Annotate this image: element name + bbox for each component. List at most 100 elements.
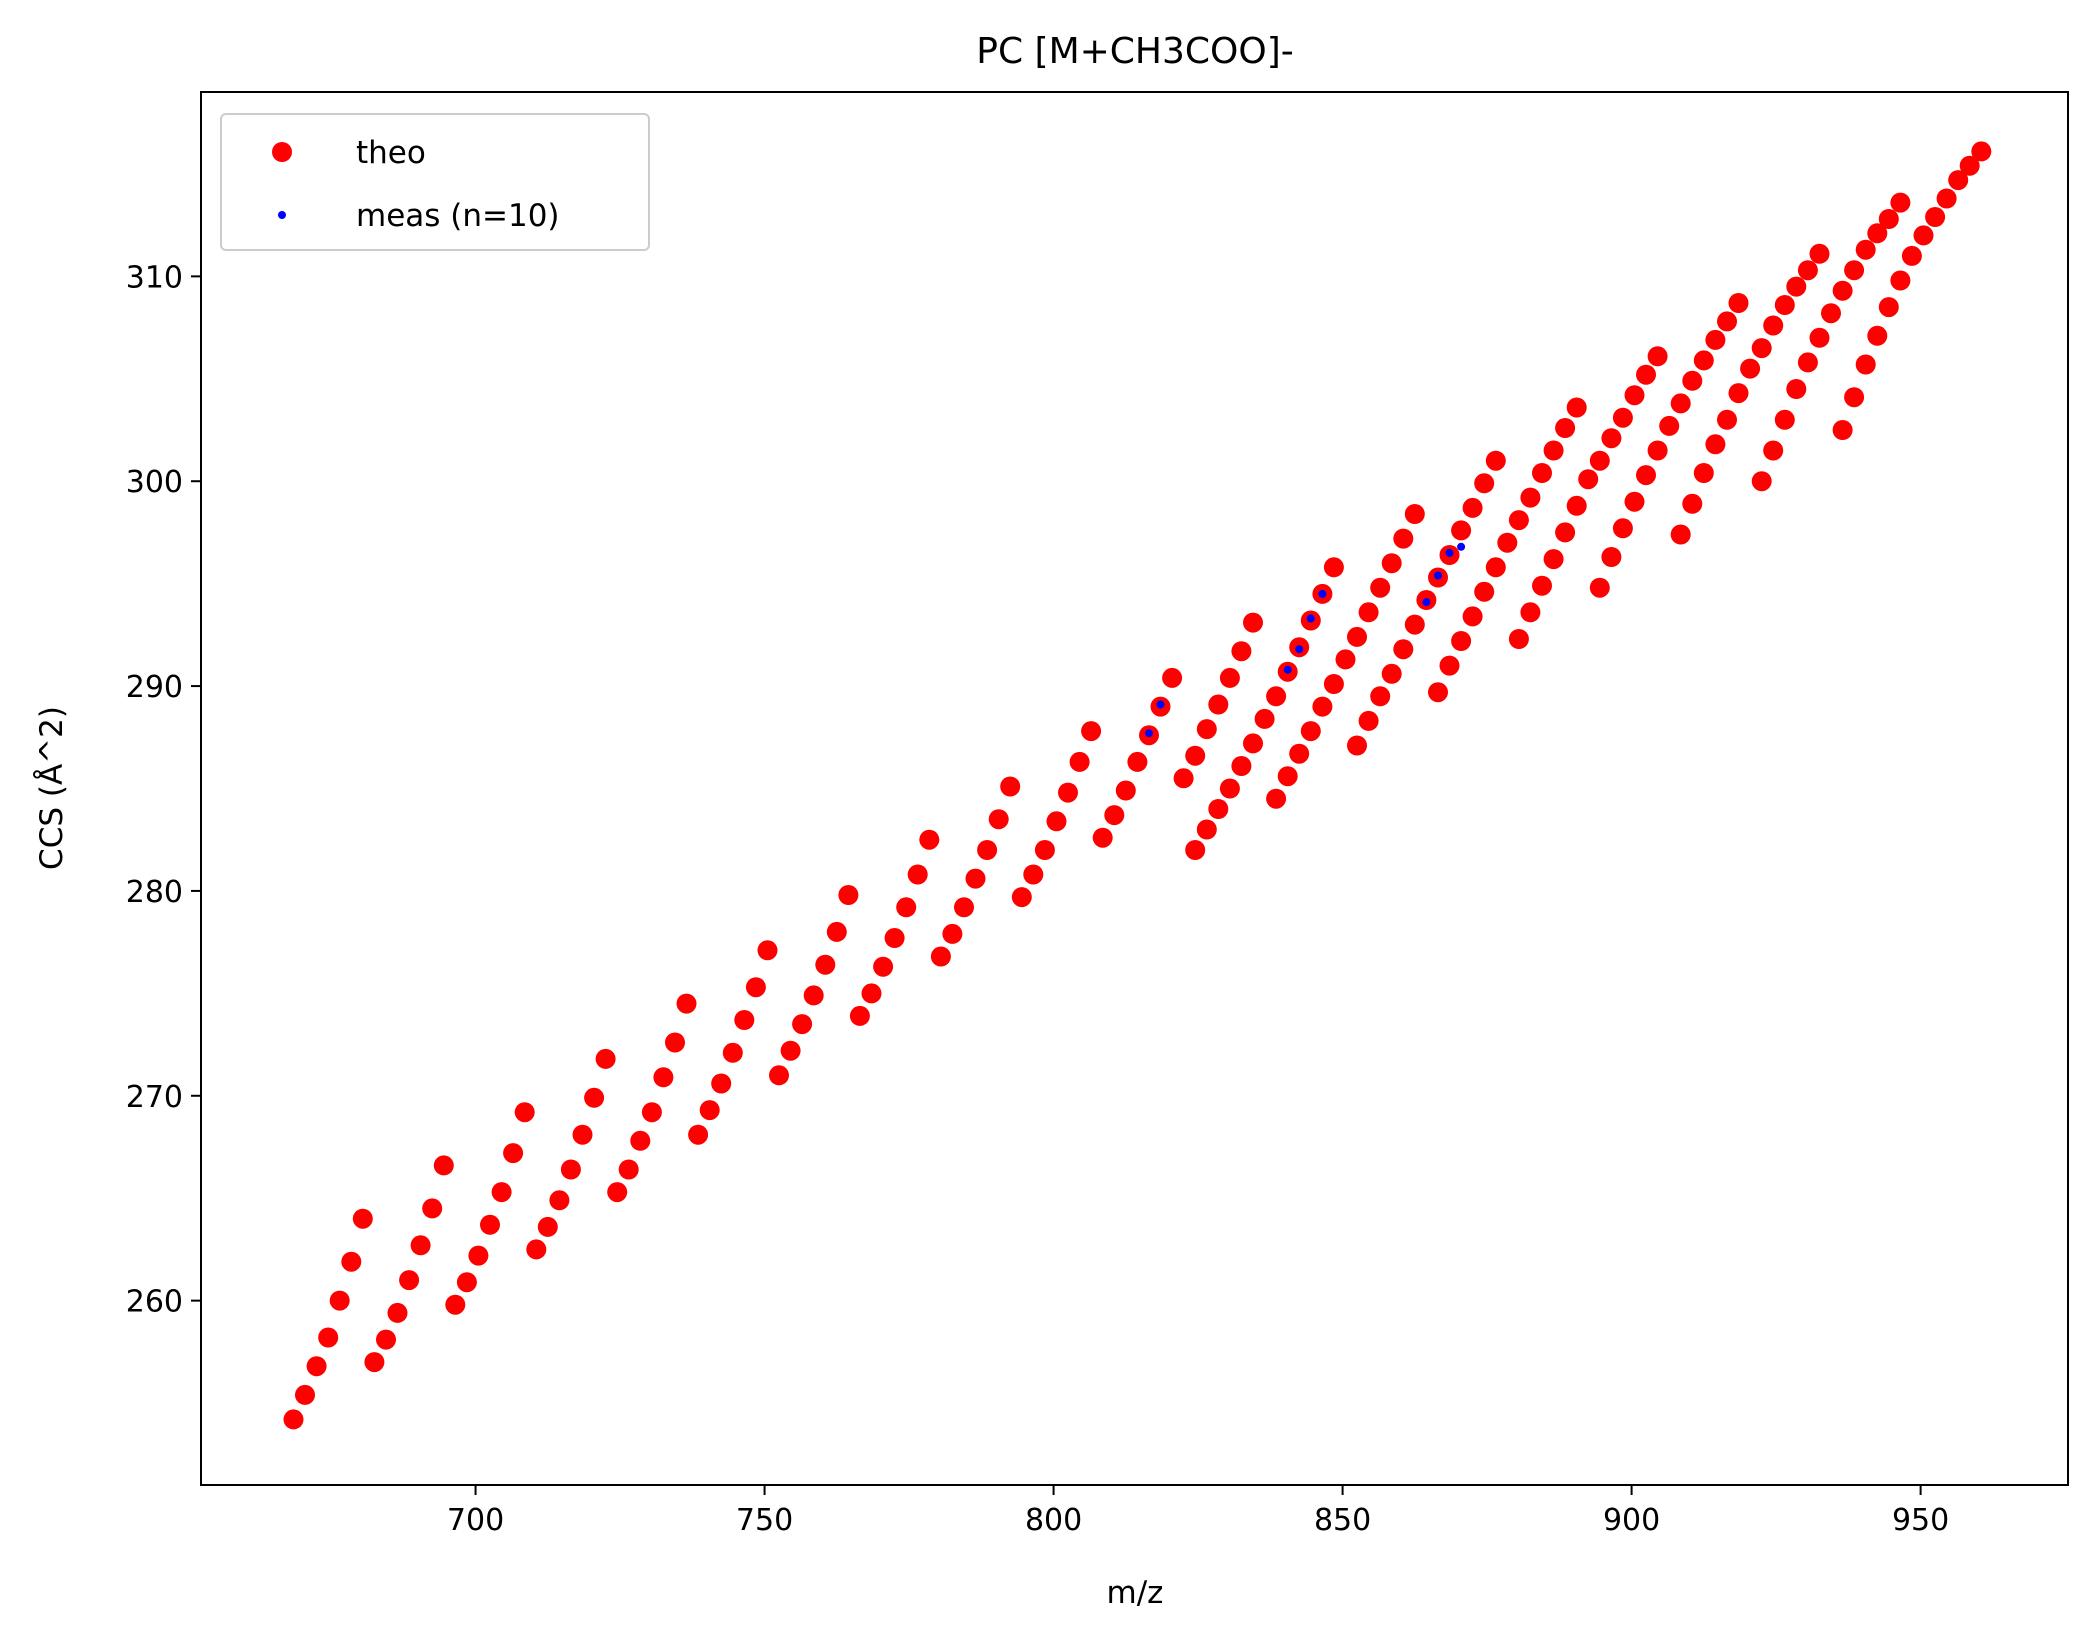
- theo-point-153: [1624, 385, 1645, 406]
- theo-point-165: [1693, 350, 1714, 371]
- theo-point-13: [433, 1155, 454, 1176]
- meas-point-8: [1445, 548, 1454, 557]
- meas-point-6: [1422, 598, 1431, 607]
- marks-layer: [283, 141, 1992, 1430]
- theo-point-45: [803, 985, 824, 1006]
- theo-point-120: [1462, 606, 1483, 627]
- theo-point-113: [1370, 577, 1391, 598]
- theo-point-2: [306, 1356, 327, 1377]
- theo-point-97: [1266, 788, 1287, 809]
- theo-point-132: [1532, 575, 1552, 596]
- theo-point-184: [1855, 354, 1876, 375]
- theo-point-156: [1670, 524, 1691, 545]
- theo-point-3: [318, 1327, 339, 1348]
- theo-point-169: [1751, 471, 1772, 492]
- theo-point-43: [780, 1040, 801, 1061]
- meas-point-3: [1295, 645, 1304, 654]
- theo-point-187: [1890, 270, 1911, 291]
- y-tick-label-280: 280: [126, 875, 183, 910]
- theo-point-148: [1647, 440, 1668, 461]
- theo-point-65: [1034, 840, 1055, 860]
- theo-point-111: [1347, 626, 1367, 647]
- theo-point-57: [942, 923, 963, 944]
- theo-point-106: [1370, 686, 1391, 707]
- x-tick-label-800: 800: [1025, 1503, 1082, 1538]
- theo-point-15: [456, 1272, 477, 1293]
- theo-point-11: [410, 1235, 431, 1256]
- theo-point-167: [1717, 311, 1737, 332]
- theo-point-19: [503, 1143, 524, 1164]
- theo-point-40: [745, 977, 766, 998]
- theo-point-136: [1578, 469, 1599, 490]
- theo-point-38: [722, 1042, 743, 1063]
- theo-point-100: [1300, 721, 1321, 742]
- theo-point-29: [618, 1159, 639, 1180]
- theo-point-135: [1566, 495, 1587, 516]
- theo-point-146: [1624, 491, 1645, 512]
- theo-point-20: [514, 1102, 535, 1123]
- theo-point-179: [1786, 276, 1807, 297]
- theo-point-62: [1000, 776, 1021, 797]
- theo-point-176: [1751, 338, 1772, 359]
- theo-point-142: [1566, 397, 1587, 418]
- theo-point-0: [283, 1409, 304, 1430]
- theo-point-188: [1901, 245, 1922, 266]
- series-theo: [283, 141, 1992, 1430]
- theo-point-91: [1266, 686, 1287, 707]
- theo-point-173: [1797, 352, 1818, 373]
- theo-point-162: [1740, 358, 1761, 379]
- theo-point-83: [1243, 733, 1263, 754]
- theo-point-51: [873, 956, 894, 977]
- x-axis-label: m/z: [1107, 1575, 1164, 1611]
- theo-point-194: [1890, 192, 1911, 213]
- theo-point-172: [1786, 379, 1807, 399]
- theo-point-131: [1520, 602, 1541, 623]
- theo-point-10: [399, 1270, 420, 1291]
- series-meas: [1145, 542, 1466, 738]
- legend-label-theo: theo: [356, 135, 426, 171]
- plot-frame: [200, 91, 2069, 1486]
- theo-point-171: [1774, 409, 1795, 430]
- theo-point-28: [607, 1182, 628, 1203]
- theo-point-150: [1589, 450, 1610, 471]
- theo-point-190: [1844, 260, 1865, 281]
- theo-point-88: [1243, 612, 1263, 633]
- theo-point-99: [1289, 743, 1310, 764]
- theo-point-144: [1601, 547, 1622, 567]
- legend-box: [220, 113, 650, 251]
- meas-point-7: [1434, 571, 1442, 580]
- x-tick-label-900: 900: [1603, 1503, 1660, 1538]
- theo-point-52: [884, 928, 905, 948]
- theo-point-1: [295, 1384, 315, 1405]
- theo-point-87: [1231, 641, 1252, 662]
- theo-point-78: [1185, 840, 1206, 860]
- theo-point-33: [665, 1032, 685, 1053]
- theo-point-177: [1763, 315, 1784, 336]
- theo-point-163: [1670, 393, 1691, 414]
- theo-point-170: [1763, 440, 1784, 461]
- theo-point-98: [1277, 766, 1298, 787]
- y-tick-label-290: 290: [126, 670, 183, 705]
- theo-point-86: [1219, 667, 1240, 688]
- theo-point-119: [1451, 631, 1472, 651]
- theo-point-24: [560, 1159, 581, 1180]
- theo-point-199: [1959, 155, 1980, 176]
- theo-point-112: [1358, 602, 1379, 623]
- theo-point-89: [1185, 745, 1206, 766]
- theo-point-104: [1347, 735, 1367, 756]
- theo-point-200: [1971, 141, 1992, 162]
- theo-point-141: [1555, 418, 1576, 438]
- theo-point-178: [1774, 295, 1795, 315]
- theo-point-46: [815, 954, 836, 975]
- theo-point-48: [838, 885, 859, 905]
- theo-point-157: [1682, 493, 1703, 514]
- theo-point-164: [1682, 370, 1703, 391]
- theo-point-61: [988, 809, 1009, 830]
- theo-point-118: [1439, 655, 1460, 676]
- theo-point-152: [1612, 407, 1633, 428]
- theo-point-31: [641, 1102, 662, 1123]
- x-tick-label-950: 950: [1892, 1503, 1949, 1538]
- theo-point-181: [1809, 243, 1830, 264]
- theo-point-186: [1878, 297, 1899, 318]
